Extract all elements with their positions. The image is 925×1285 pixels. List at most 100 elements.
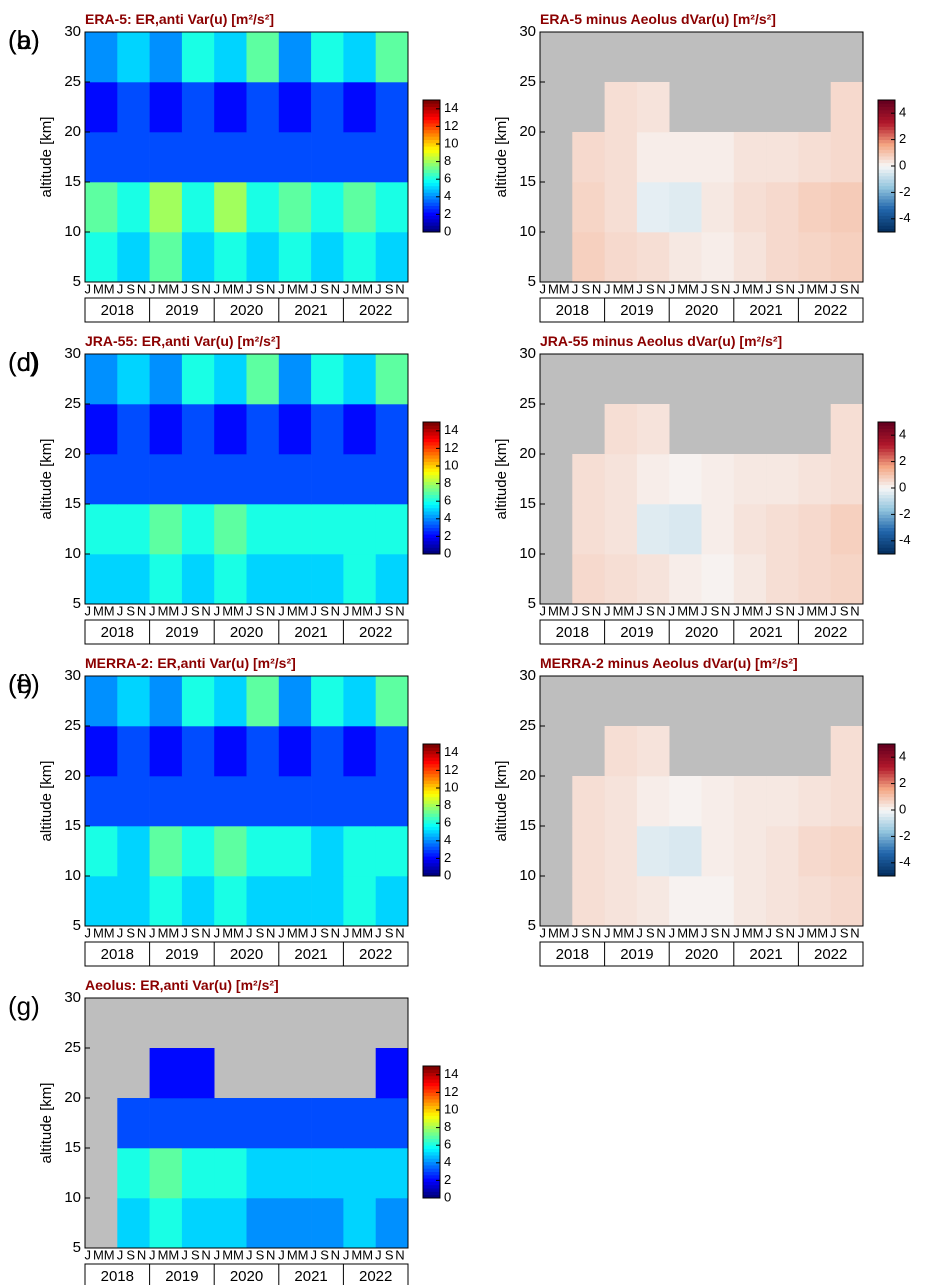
heat-cell	[701, 182, 735, 233]
colorbar-step	[878, 146, 895, 150]
month-label: J	[278, 281, 285, 296]
colorbar-tick-label: 6	[444, 493, 451, 508]
heat-cell	[117, 1148, 150, 1199]
month-label: M	[613, 281, 624, 296]
year-label: 2021	[749, 946, 782, 963]
heat-cell	[830, 82, 864, 133]
month-label: S	[775, 603, 784, 618]
heat-cell	[701, 454, 735, 505]
heat-cell	[181, 1148, 215, 1199]
month-label: S	[320, 1247, 329, 1262]
heat-cell	[798, 182, 831, 233]
colorbar-tick-label: 8	[444, 153, 451, 168]
month-label: S	[840, 603, 849, 618]
month-label: J	[278, 1247, 285, 1262]
heat-cell	[766, 182, 799, 233]
month-label: J	[117, 1247, 124, 1262]
colorbar-step	[423, 833, 440, 837]
colorbar-step	[878, 750, 895, 755]
month-label: S	[126, 603, 135, 618]
colorbar-step	[423, 123, 440, 127]
colorbar-step	[423, 100, 440, 104]
month-label: M	[806, 281, 817, 296]
heat-cell	[375, 82, 409, 133]
year-box	[539, 297, 864, 323]
month-label: M	[548, 603, 559, 618]
colorbar-step	[878, 507, 895, 512]
year-label: 2021	[294, 302, 327, 319]
colorbar-step	[423, 146, 440, 150]
heat-cell	[117, 232, 150, 283]
month-label: S	[581, 925, 590, 940]
y-tick-label: 10	[64, 867, 81, 884]
colorbar-step	[423, 816, 440, 821]
heat-cell	[278, 32, 312, 83]
colorbar-tick-label: 12	[444, 440, 458, 455]
colorbar-step	[423, 869, 440, 874]
colorbar-tick-label: 2	[899, 775, 906, 790]
heat-cell	[117, 404, 150, 455]
month-label: N	[331, 1247, 340, 1262]
heat-cell	[246, 554, 280, 605]
heat-cell	[278, 1148, 312, 1199]
heat-cell	[636, 826, 670, 877]
heat-cell	[604, 232, 638, 283]
month-label: S	[256, 1247, 265, 1262]
month-label: M	[93, 925, 104, 940]
month-label: J	[246, 1247, 253, 1262]
month-label: J	[636, 603, 643, 618]
heat-cell	[604, 504, 638, 555]
colorbar-step	[423, 169, 440, 173]
heat-cell	[669, 876, 702, 927]
heat-cell	[343, 354, 376, 405]
month-label: N	[592, 281, 601, 296]
month-label: J	[343, 281, 350, 296]
heat-cell	[766, 776, 799, 827]
y-tick-label: 20	[64, 445, 81, 462]
heat-cell	[343, 454, 376, 505]
heat-cell	[181, 404, 215, 455]
year-label: 2021	[749, 624, 782, 641]
month-label: M	[158, 1247, 169, 1262]
heat-cell	[149, 1148, 183, 1199]
heat-cell	[766, 232, 799, 283]
month-label: J	[214, 1247, 221, 1262]
colorbar-step	[878, 819, 895, 824]
heat-cell	[117, 504, 150, 555]
colorbar-frame	[422, 743, 441, 877]
month-label: S	[385, 281, 394, 296]
month-label: S	[840, 925, 849, 940]
colorbar-step	[878, 435, 895, 439]
month-label: J	[604, 603, 611, 618]
colorbar-tick-label: 10	[444, 135, 458, 150]
month-label: M	[222, 1247, 233, 1262]
colorbar-step	[423, 866, 440, 870]
y-tick-label: 25	[64, 395, 81, 412]
y-tick-label: 30	[64, 667, 81, 684]
heat-cell	[117, 554, 150, 605]
heat-cell	[149, 1098, 183, 1149]
heat-cell	[636, 776, 670, 827]
colorbar-step	[423, 1171, 440, 1176]
month-label: M	[548, 925, 559, 940]
panel-label: (d)	[8, 347, 40, 377]
month-label: J	[149, 603, 156, 618]
heat-cell	[669, 776, 702, 827]
month-label: M	[806, 603, 817, 618]
colorbar-step	[423, 116, 440, 121]
heat-cell	[604, 876, 638, 927]
heat-cell	[181, 132, 215, 183]
month-label: N	[331, 603, 340, 618]
colorbar-step	[878, 800, 895, 804]
colorbar-step	[423, 215, 440, 220]
month-label: J	[604, 925, 611, 940]
colorbar-step	[423, 750, 440, 755]
colorbar-step	[878, 517, 895, 522]
year-label: 2022	[814, 302, 847, 319]
month-label: M	[688, 281, 699, 296]
month-label: J	[343, 603, 350, 618]
colorbar-tick-label: 2	[444, 206, 451, 221]
colorbar-step	[423, 1066, 440, 1070]
colorbar-step	[423, 1082, 440, 1087]
